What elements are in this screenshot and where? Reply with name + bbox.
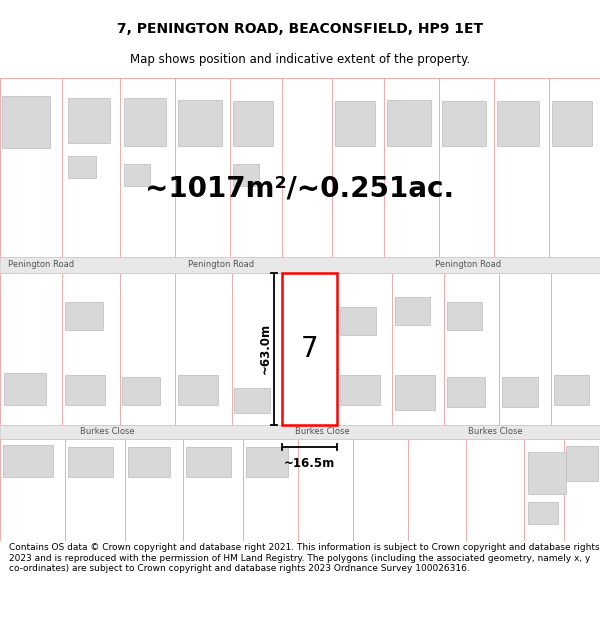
Text: Contains OS data © Crown copyright and database right 2021. This information is : Contains OS data © Crown copyright and d… xyxy=(9,543,599,573)
Bar xyxy=(233,164,259,186)
Bar xyxy=(233,101,273,146)
Bar xyxy=(395,297,430,324)
Bar xyxy=(408,439,466,541)
Bar xyxy=(566,446,598,481)
Text: Burkes Close: Burkes Close xyxy=(80,427,134,436)
Bar xyxy=(551,272,600,424)
Text: 7: 7 xyxy=(301,334,319,362)
Bar xyxy=(549,78,600,257)
Bar xyxy=(387,100,431,146)
Bar xyxy=(175,78,230,257)
Bar xyxy=(65,439,125,541)
Bar xyxy=(68,98,110,143)
Bar xyxy=(183,439,243,541)
Bar xyxy=(0,257,600,272)
Bar xyxy=(528,452,566,494)
Bar xyxy=(340,307,376,334)
Text: ~16.5m: ~16.5m xyxy=(284,457,335,469)
Text: Burkes Close: Burkes Close xyxy=(468,427,523,436)
Bar xyxy=(186,447,231,477)
Text: ~1017m²/~0.251ac.: ~1017m²/~0.251ac. xyxy=(145,175,455,203)
Bar xyxy=(335,101,375,146)
Bar xyxy=(246,447,288,477)
Bar xyxy=(62,272,120,424)
Bar xyxy=(384,78,439,257)
Bar xyxy=(499,272,551,424)
Text: Penington Road: Penington Road xyxy=(188,260,254,269)
Bar xyxy=(447,377,485,407)
Bar xyxy=(0,78,62,257)
Bar xyxy=(0,272,62,424)
Bar xyxy=(124,98,166,146)
Bar xyxy=(232,272,282,424)
Bar xyxy=(65,374,105,404)
Bar xyxy=(353,439,408,541)
Bar xyxy=(125,439,183,541)
Bar xyxy=(552,101,592,146)
Bar xyxy=(447,302,482,329)
Bar xyxy=(4,372,46,404)
Bar xyxy=(395,374,435,409)
Bar xyxy=(68,156,96,178)
Text: ~63.0m: ~63.0m xyxy=(259,323,271,374)
Bar xyxy=(230,78,282,257)
Bar xyxy=(128,447,170,477)
Bar xyxy=(340,374,380,404)
Bar xyxy=(502,377,538,407)
Text: Map shows position and indicative extent of the property.: Map shows position and indicative extent… xyxy=(130,53,470,66)
Bar xyxy=(68,447,113,477)
Bar xyxy=(528,502,558,524)
Text: Penington Road: Penington Road xyxy=(435,260,501,269)
Bar xyxy=(243,439,298,541)
Bar xyxy=(122,377,160,404)
Bar xyxy=(494,78,549,257)
Bar xyxy=(337,272,392,424)
Bar xyxy=(466,439,524,541)
Bar xyxy=(332,78,384,257)
Bar xyxy=(444,272,499,424)
Bar xyxy=(3,444,53,477)
Bar xyxy=(62,78,120,257)
Bar xyxy=(178,100,222,146)
Bar xyxy=(175,272,232,424)
Text: Burkes Close: Burkes Close xyxy=(295,427,350,436)
Bar xyxy=(524,439,564,541)
Bar xyxy=(392,272,444,424)
Bar xyxy=(298,439,353,541)
Bar xyxy=(282,272,337,424)
Bar xyxy=(178,374,218,404)
Bar xyxy=(2,96,50,148)
Bar xyxy=(120,78,175,257)
Bar xyxy=(65,302,103,329)
Bar xyxy=(282,78,332,257)
Bar xyxy=(439,78,494,257)
Text: 7, PENINGTON ROAD, BEACONSFIELD, HP9 1ET: 7, PENINGTON ROAD, BEACONSFIELD, HP9 1ET xyxy=(117,22,483,36)
Bar xyxy=(497,101,539,146)
Bar xyxy=(124,164,150,186)
Bar xyxy=(0,439,65,541)
Bar xyxy=(282,272,337,424)
Bar xyxy=(234,388,270,412)
Bar xyxy=(282,272,337,424)
Text: Penington Road: Penington Road xyxy=(8,260,74,269)
Bar xyxy=(564,439,600,541)
Bar xyxy=(0,424,600,439)
Bar xyxy=(442,101,486,146)
Bar xyxy=(554,374,589,404)
Bar xyxy=(120,272,175,424)
